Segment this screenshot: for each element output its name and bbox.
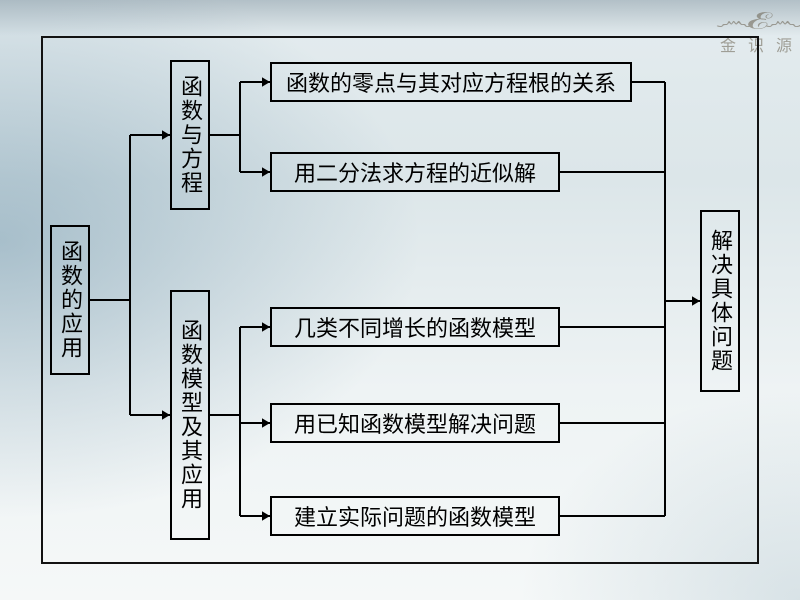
node-b1-label: 函数与方程: [174, 75, 206, 195]
node-b2-label: 函数模型及其应用: [174, 319, 206, 511]
node-root: 函数的应用: [50, 225, 90, 375]
diagram-frame: [41, 36, 759, 564]
node-goal: 解决具体问题: [700, 210, 740, 392]
node-leaf3-label: 几类不同增长的函数模型: [284, 311, 546, 343]
node-leaf1-label: 函数的零点与其对应方程根的关系: [276, 66, 626, 98]
node-leaf2-label: 用二分法求方程的近似解: [284, 156, 546, 188]
node-leaf5-label: 建立实际问题的函数模型: [284, 500, 546, 532]
node-leaf4-label: 用已知函数模型解决问题: [284, 407, 546, 439]
node-leaf-known-models: 用已知函数模型解决问题: [270, 403, 560, 443]
node-root-label: 函数的应用: [54, 240, 86, 360]
watermark-swirl-icon: ෴ℰ෴: [686, 12, 796, 30]
node-branch-function-models: 函数模型及其应用: [170, 290, 210, 540]
node-leaf-build-models: 建立实际问题的函数模型: [270, 496, 560, 536]
node-leaf-growth-models: 几类不同增长的函数模型: [270, 307, 560, 347]
node-leaf-zeros-roots: 函数的零点与其对应方程根的关系: [270, 62, 632, 102]
node-branch-functions-equations: 函数与方程: [170, 60, 210, 210]
node-goal-label: 解决具体问题: [704, 229, 736, 373]
node-leaf-bisection: 用二分法求方程的近似解: [270, 152, 560, 192]
